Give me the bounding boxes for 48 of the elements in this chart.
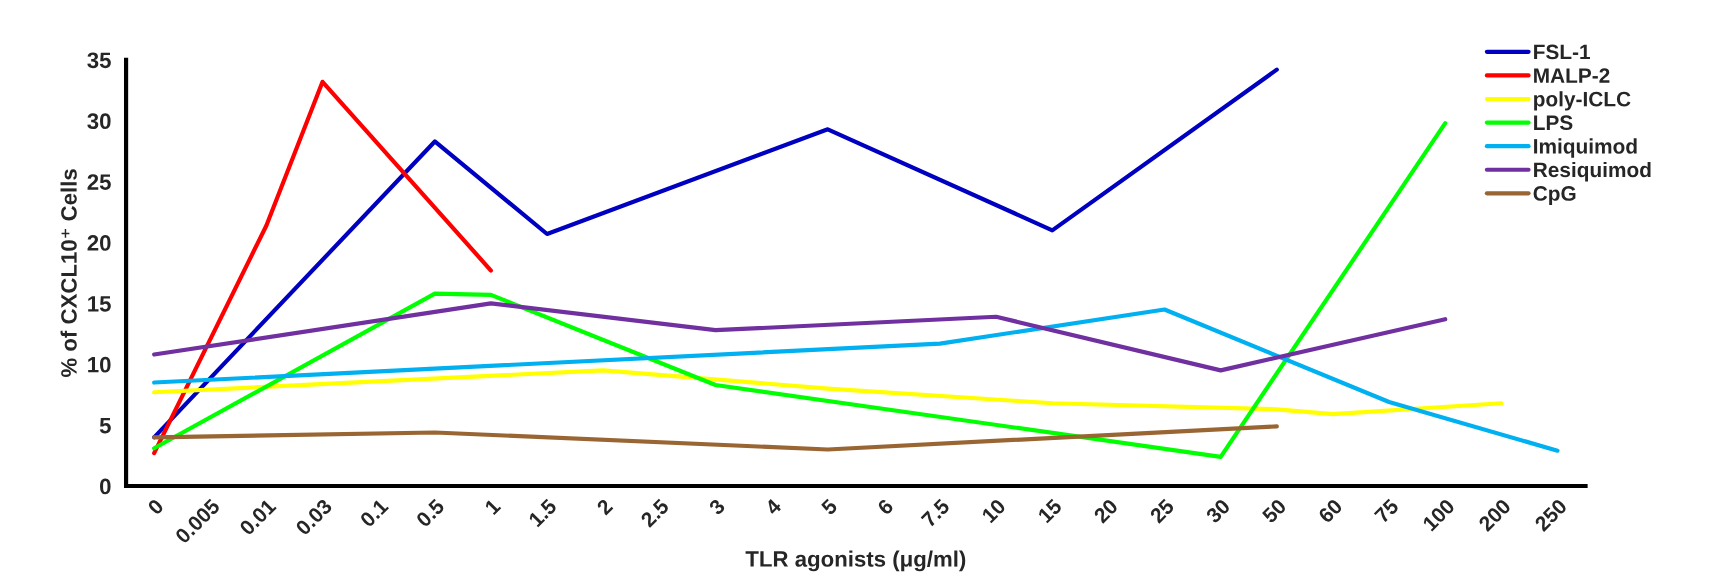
x-tick-label: 200 (1477, 498, 1512, 533)
x-tick-label: 0 (146, 498, 165, 516)
line-series (152, 424, 1279, 452)
x-tick-label: 100 (1421, 498, 1456, 532)
x-tick-label: 4 (764, 497, 783, 516)
line-series (152, 368, 1504, 417)
x-tick-label: 0.5 (415, 497, 446, 528)
x-tick-label: 3 (708, 498, 726, 516)
y-tick-label: 25 (87, 174, 111, 190)
x-tick-label: 0.03 (294, 498, 333, 537)
legend-label: FSL-1 (1534, 44, 1591, 60)
x-tick-label: 2.5 (639, 497, 670, 528)
y-tick-label: 5 (99, 417, 111, 434)
legend-label: Resiquimod (1534, 161, 1651, 182)
y-axis-title: % of CXCL10⁺ Cells (60, 169, 77, 378)
x-tick-label: 2 (595, 498, 614, 516)
x-tick-label: 1.5 (528, 498, 558, 528)
legend-label: Imiquimod (1534, 138, 1637, 158)
legend-label: LPS (1534, 115, 1573, 131)
x-tick-label: 5 (820, 498, 839, 516)
x-tick-label: 250 (1533, 498, 1568, 533)
x-tick-label: 25 (1149, 497, 1175, 524)
y-tick-label: 0 (100, 478, 111, 495)
line-series (152, 301, 1448, 373)
x-tick-label: 0.1 (359, 497, 390, 528)
legend-label: poly-ICLC (1534, 91, 1631, 111)
x-tick-label: 10 (981, 498, 1007, 524)
x-tick-label: 7.5 (920, 498, 951, 528)
y-tick-label: 30 (87, 113, 111, 130)
x-tick-label: 60 (1317, 498, 1344, 524)
x-tick-label: 0.01 (238, 497, 277, 537)
x-tick-label: 50 (1261, 498, 1288, 524)
y-tick-label: 15 (88, 296, 111, 312)
x-axis-title: TLR agonists (μg/ml) (745, 550, 966, 572)
line-series (152, 121, 1448, 459)
x-tick-label: 1 (484, 498, 502, 516)
y-tick-label: 20 (87, 235, 111, 251)
x-tick-label: 15 (1037, 498, 1063, 524)
x-tick-label: 20 (1092, 498, 1119, 524)
y-tick-label: 35 (87, 52, 111, 69)
y-tick-label: 10 (88, 356, 111, 373)
x-tick-label: 6 (876, 498, 895, 516)
x-tick-label: 30 (1205, 498, 1231, 525)
line-series (152, 307, 1560, 453)
legend-label: CpG (1533, 186, 1576, 205)
line-series (152, 79, 494, 456)
legend-label: MALP-2 (1534, 68, 1610, 83)
x-tick-label: 75 (1373, 498, 1400, 524)
